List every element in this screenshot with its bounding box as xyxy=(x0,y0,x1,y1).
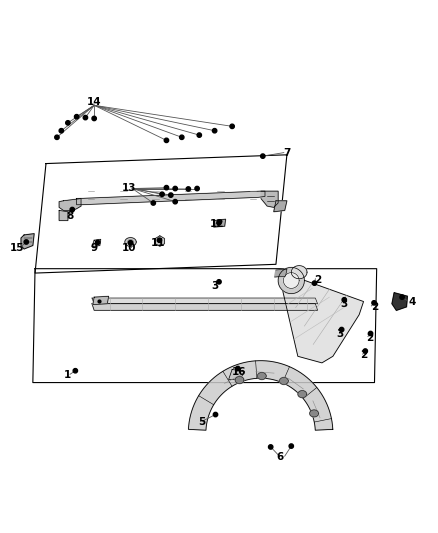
Circle shape xyxy=(236,366,240,371)
Circle shape xyxy=(66,120,70,125)
Text: 6: 6 xyxy=(277,452,284,462)
Polygon shape xyxy=(59,199,81,211)
Polygon shape xyxy=(92,298,318,304)
Text: 12: 12 xyxy=(209,220,224,229)
Polygon shape xyxy=(278,271,364,363)
Text: 2: 2 xyxy=(367,333,374,343)
Circle shape xyxy=(83,115,88,120)
Circle shape xyxy=(92,116,96,120)
Circle shape xyxy=(169,193,173,197)
Text: 15: 15 xyxy=(9,243,24,253)
Text: 5: 5 xyxy=(198,417,205,427)
Polygon shape xyxy=(258,373,266,379)
Polygon shape xyxy=(291,265,307,279)
Polygon shape xyxy=(310,410,318,417)
Polygon shape xyxy=(392,293,407,310)
Circle shape xyxy=(372,301,376,305)
Polygon shape xyxy=(279,377,288,384)
Circle shape xyxy=(339,327,344,332)
Polygon shape xyxy=(235,376,244,384)
Polygon shape xyxy=(155,236,164,246)
Circle shape xyxy=(230,124,234,128)
Circle shape xyxy=(268,445,273,449)
Circle shape xyxy=(59,128,64,133)
Circle shape xyxy=(195,187,199,191)
Text: 10: 10 xyxy=(122,243,137,253)
Polygon shape xyxy=(59,211,68,221)
Circle shape xyxy=(342,297,346,302)
Polygon shape xyxy=(214,219,226,227)
Text: 8: 8 xyxy=(67,211,74,221)
Text: 4: 4 xyxy=(408,296,415,306)
Polygon shape xyxy=(298,391,307,398)
Circle shape xyxy=(312,281,317,285)
Text: 2: 2 xyxy=(371,302,378,312)
Text: 3: 3 xyxy=(340,298,347,309)
Circle shape xyxy=(74,115,79,119)
Circle shape xyxy=(261,154,265,158)
Polygon shape xyxy=(261,191,278,207)
Polygon shape xyxy=(274,201,287,212)
Polygon shape xyxy=(125,238,136,246)
Text: 11: 11 xyxy=(150,238,165,248)
Circle shape xyxy=(213,413,218,417)
Circle shape xyxy=(157,238,162,243)
Circle shape xyxy=(24,240,28,244)
Text: 3: 3 xyxy=(336,329,343,340)
Polygon shape xyxy=(283,273,299,288)
Circle shape xyxy=(164,185,169,190)
Polygon shape xyxy=(93,296,109,304)
Circle shape xyxy=(217,221,221,225)
Polygon shape xyxy=(92,239,101,247)
Text: 16: 16 xyxy=(231,367,246,377)
Text: 2: 2 xyxy=(360,350,367,360)
Polygon shape xyxy=(92,304,318,310)
Polygon shape xyxy=(188,361,333,430)
Polygon shape xyxy=(21,233,34,249)
Text: 2: 2 xyxy=(314,274,321,285)
Circle shape xyxy=(95,240,100,245)
Circle shape xyxy=(128,241,133,245)
Circle shape xyxy=(289,444,293,448)
Circle shape xyxy=(400,295,404,300)
Circle shape xyxy=(173,199,177,204)
Circle shape xyxy=(186,187,191,191)
Text: 1: 1 xyxy=(64,370,71,380)
Text: 9: 9 xyxy=(91,243,98,253)
Circle shape xyxy=(73,368,78,373)
Circle shape xyxy=(70,207,74,212)
Text: 14: 14 xyxy=(87,97,102,107)
Polygon shape xyxy=(278,268,304,294)
Circle shape xyxy=(197,133,201,138)
Polygon shape xyxy=(275,269,287,277)
Text: 7: 7 xyxy=(283,149,290,158)
Circle shape xyxy=(173,187,177,191)
Polygon shape xyxy=(77,191,265,205)
Circle shape xyxy=(160,192,164,197)
Circle shape xyxy=(55,135,59,140)
Circle shape xyxy=(151,201,155,205)
Polygon shape xyxy=(128,240,133,244)
Text: 3: 3 xyxy=(211,281,218,291)
Text: 13: 13 xyxy=(122,183,137,192)
Circle shape xyxy=(164,138,169,142)
Circle shape xyxy=(180,135,184,140)
Circle shape xyxy=(212,128,217,133)
Circle shape xyxy=(217,280,221,284)
Circle shape xyxy=(368,332,373,336)
Polygon shape xyxy=(229,369,244,379)
Circle shape xyxy=(363,349,367,353)
